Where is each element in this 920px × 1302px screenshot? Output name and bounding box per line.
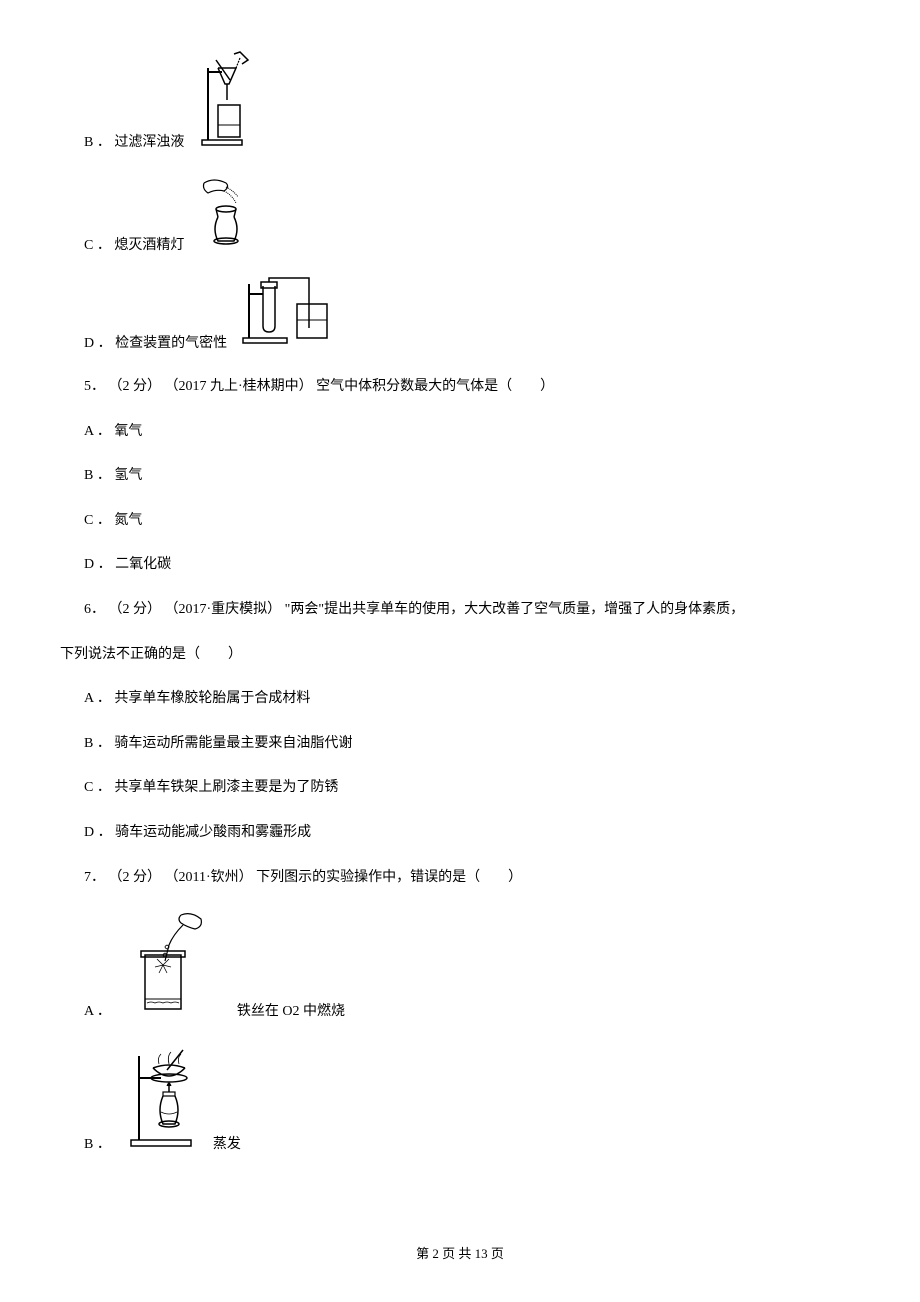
q6-option-d: D ． 骑车运动能减少酸雨和雾霾形成 xyxy=(60,820,860,847)
q7-option-a: A ． 铁丝在 O2 中燃烧 xyxy=(60,909,860,1024)
q5-stem: 5． （2 分） （2017 九上·桂林期中） 空气中体积分数最大的气体是（ ） xyxy=(60,374,860,401)
airtightness-diagram xyxy=(239,276,339,356)
option-d-label: D ． 检查装置的气密性 xyxy=(84,332,227,356)
q6-option-b: B ． 骑车运动所需能量最主要来自油脂代谢 xyxy=(60,731,860,758)
q5-option-b: B ． 氢气 xyxy=(60,463,860,490)
evaporation-diagram xyxy=(123,1042,213,1157)
q7-b-text: 蒸发 xyxy=(213,1133,241,1157)
q7-a-text: 铁丝在 O2 中燃烧 xyxy=(237,1000,345,1024)
q5-option-d: D ． 二氧化碳 xyxy=(60,552,860,579)
q6-stem-1: 6． （2 分） （2017·重庆模拟） "两会"提出共享单车的使用，大大改善了… xyxy=(60,597,860,624)
option-d-q4: D ． 检查装置的气密性 xyxy=(60,276,860,356)
q7-stem: 7． （2 分） （2011·钦州） 下列图示的实验操作中，错误的是（ ） xyxy=(60,865,860,892)
q7-option-b: B ． 蒸发 xyxy=(60,1042,860,1157)
option-b-q4: B ． 过滤浑浊液 xyxy=(60,50,860,155)
q7-a-label: A ． xyxy=(84,1000,111,1024)
q6-option-c: C ． 共享单车铁架上刷漆主要是为了防锈 xyxy=(60,775,860,802)
option-c-label: C ． 熄灭酒精灯 xyxy=(84,234,184,258)
q6-option-a: A ． 共享单车橡胶轮胎属于合成材料 xyxy=(60,686,860,713)
iron-burning-diagram xyxy=(123,909,213,1024)
option-c-q4: C ． 熄灭酒精灯 xyxy=(60,173,860,258)
q5-option-c: C ． 氮气 xyxy=(60,508,860,535)
q7-b-label: B ． xyxy=(84,1133,111,1157)
extinguish-lamp-diagram xyxy=(196,173,256,258)
q6-stem-2: 下列说法不正确的是（ ） xyxy=(60,642,860,669)
option-b-label: B ． 过滤浑浊液 xyxy=(84,131,184,155)
q5-option-a: A ． 氧气 xyxy=(60,419,860,446)
page-footer: 第 2 页 共 13 页 xyxy=(0,1243,920,1262)
filtration-diagram xyxy=(196,50,256,155)
